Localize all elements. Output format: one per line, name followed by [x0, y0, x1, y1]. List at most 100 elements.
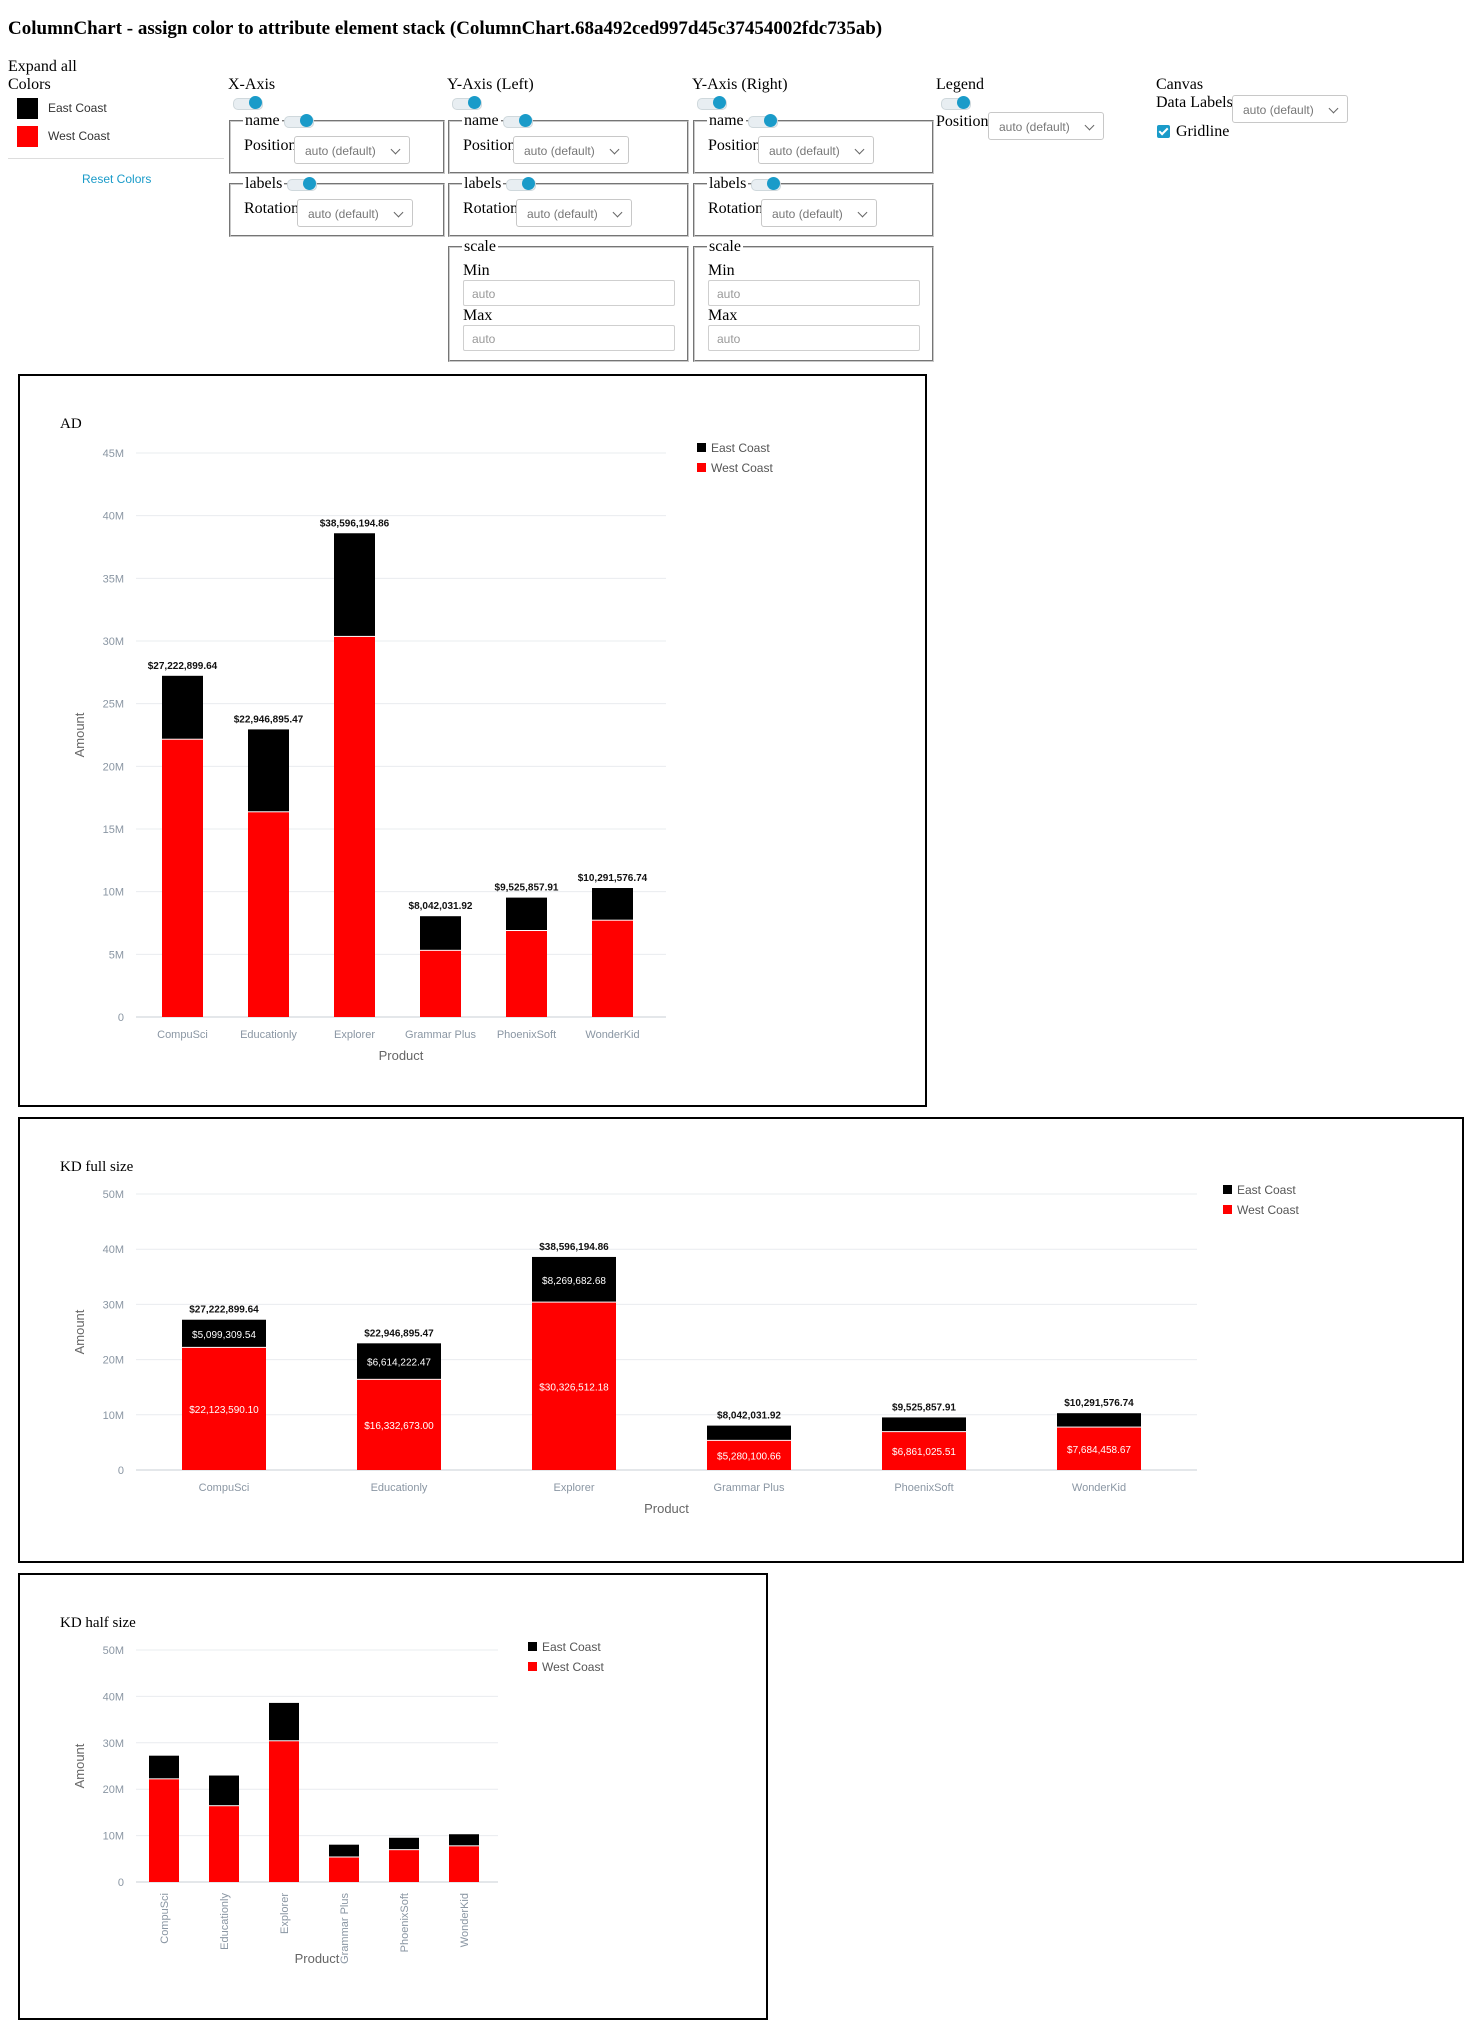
chart-kd-full: KD full size 0 10M 20M 30M 40M 50M Amount Produ…: [18, 1117, 1464, 1563]
y-tick-label: 15M: [103, 824, 124, 836]
y-tick-label: 25M: [103, 699, 124, 711]
chart-title: KD half size: [60, 1615, 136, 1631]
y-tick-label: 40M: [103, 1244, 124, 1256]
xaxis-rotation-label: Rotation: [244, 200, 300, 217]
yaxis-left-labels-toggle[interactable]: [506, 177, 536, 191]
y-tick-label: 30M: [103, 636, 124, 648]
x-tick-label: PhoenixSoft: [894, 1482, 953, 1494]
legend-swatch: [1223, 1185, 1232, 1194]
segment-label-east-coast: $6,614,222.47: [367, 1358, 431, 1369]
yaxis-right-labels-legend: labels: [709, 175, 747, 192]
xaxis-name-toggle[interactable]: [284, 114, 314, 128]
expand-all-link[interactable]: Expand all: [8, 58, 77, 75]
yaxis-left-max-input[interactable]: auto: [463, 325, 675, 351]
east-coast-color-swatch[interactable]: [17, 98, 38, 119]
bar-west-coast: [149, 1779, 179, 1882]
legend-swatch: [697, 443, 706, 452]
y-tick-label: 50M: [103, 1189, 124, 1201]
x-axis-title: Product: [644, 1501, 689, 1516]
legend-position-select[interactable]: auto (default): [988, 112, 1104, 140]
bar-west-coast: [329, 1857, 359, 1882]
bar-east-coast: [209, 1775, 239, 1806]
legend-heading: Legend: [936, 76, 984, 93]
yaxis-left-name-toggle[interactable]: [503, 114, 533, 128]
west-coast-color-swatch[interactable]: [17, 126, 38, 147]
y-tick-label: 20M: [103, 1355, 124, 1367]
yaxis-right-rotation-select[interactable]: auto (default): [761, 199, 877, 227]
data-labels-select[interactable]: auto (default): [1232, 95, 1348, 123]
legend-entry: East Coast: [1237, 1183, 1296, 1197]
yaxis-left-min-input[interactable]: auto: [463, 280, 675, 306]
bar-east-coast: [882, 1417, 966, 1432]
chevron-down-icon: [612, 207, 623, 218]
segment-label-west-coast: $6,861,025.51: [892, 1447, 956, 1458]
yaxis-right-rotation-label: Rotation: [708, 200, 764, 217]
gridline-label: Gridline: [1176, 123, 1230, 140]
yaxis-left-heading: Y-Axis (Left): [447, 76, 534, 93]
y-axis-title: Amount: [72, 712, 87, 757]
chevron-down-icon: [1328, 103, 1339, 114]
segment-label-east-coast: $8,269,682.68: [542, 1276, 606, 1287]
total-label: $22,946,895.47: [234, 714, 304, 725]
canvas-heading: Canvas: [1156, 76, 1204, 93]
yaxis-right-max-input[interactable]: auto: [708, 325, 920, 351]
bar-east-coast: [149, 1755, 179, 1779]
yaxis-left-max-label: Max: [463, 307, 493, 324]
yaxis-right-min-input[interactable]: auto: [708, 280, 920, 306]
y-tick-label: 10M: [103, 1410, 124, 1422]
x-axis-title: Product: [379, 1048, 424, 1063]
y-tick-label: 40M: [103, 511, 124, 523]
legend-entry: West Coast: [711, 461, 773, 475]
west-coast-color-label: West Coast: [48, 129, 110, 143]
page-title: ColumnChart - assign color to attribute …: [8, 18, 883, 39]
total-label: $27,222,899.64: [148, 661, 218, 672]
total-label: $8,042,031.92: [409, 901, 473, 912]
reset-colors-button[interactable]: Reset Colors: [82, 172, 152, 186]
segment-label-west-coast: $5,280,100.66: [717, 1451, 781, 1462]
legend-toggle[interactable]: [941, 96, 971, 110]
bar-east-coast: [269, 1702, 299, 1741]
x-tick-label: CompuSci: [159, 1893, 171, 1944]
legend-swatch: [1223, 1205, 1232, 1214]
bar-east-coast: [334, 533, 375, 636]
bar-west-coast: [357, 1379, 441, 1470]
yaxis-left-toggle[interactable]: [452, 96, 482, 110]
total-label: $9,525,857.91: [495, 883, 559, 894]
x-tick-label: Grammar Plus: [714, 1482, 785, 1494]
east-coast-color-label: East Coast: [48, 101, 107, 115]
y-tick-label: 35M: [103, 573, 124, 585]
xaxis-toggle[interactable]: [233, 96, 263, 110]
xaxis-position-select[interactable]: auto (default): [294, 136, 410, 164]
y-tick-label: 30M: [103, 1738, 124, 1750]
x-tick-label: Grammar Plus: [405, 1029, 476, 1041]
y-tick-label: 0: [118, 1877, 124, 1889]
yaxis-right-scale-legend: scale: [709, 238, 741, 255]
colors-heading: Colors: [8, 76, 51, 93]
bar-east-coast: [1057, 1413, 1141, 1427]
y-tick-label: 40M: [103, 1691, 124, 1703]
bar-west-coast: [707, 1440, 791, 1470]
yaxis-right-position-select[interactable]: auto (default): [758, 136, 874, 164]
segment-label-east-coast: $5,099,309.54: [192, 1330, 256, 1341]
yaxis-right-position-label: Position: [708, 137, 761, 154]
chart-kd-half-plot: 0 10M 20M 30M 40M 50M Amount Product CompuSci Edu…: [72, 1640, 604, 1966]
xaxis-name-legend: name: [245, 112, 280, 129]
legend-swatch: [528, 1662, 537, 1671]
yaxis-left-position-select[interactable]: auto (default): [513, 136, 629, 164]
gridline-checkbox[interactable]: [1157, 125, 1170, 138]
y-tick-label: 10M: [103, 887, 124, 899]
yaxis-right-toggle[interactable]: [697, 96, 727, 110]
y-tick-label: 0: [118, 1012, 124, 1024]
x-tick-label: Explorer: [279, 1893, 291, 1934]
yaxis-left-scale-legend: scale: [464, 238, 496, 255]
chart-ad-plot: 0 5M 10M 15M 20M 25M 30M 35M 40M 45M Amount Product…: [72, 441, 773, 1063]
y-tick-label: 5M: [109, 949, 124, 961]
yaxis-left-min-label: Min: [463, 262, 490, 279]
segment-label-west-coast: $30,326,512.18: [539, 1382, 609, 1393]
yaxis-left-rotation-select[interactable]: auto (default): [516, 199, 632, 227]
xaxis-rotation-select[interactable]: auto (default): [297, 199, 413, 227]
yaxis-right-labels-toggle[interactable]: [751, 177, 781, 191]
yaxis-right-name-toggle[interactable]: [748, 114, 778, 128]
xaxis-labels-toggle[interactable]: [287, 177, 317, 191]
bar-east-coast: [449, 1834, 479, 1846]
